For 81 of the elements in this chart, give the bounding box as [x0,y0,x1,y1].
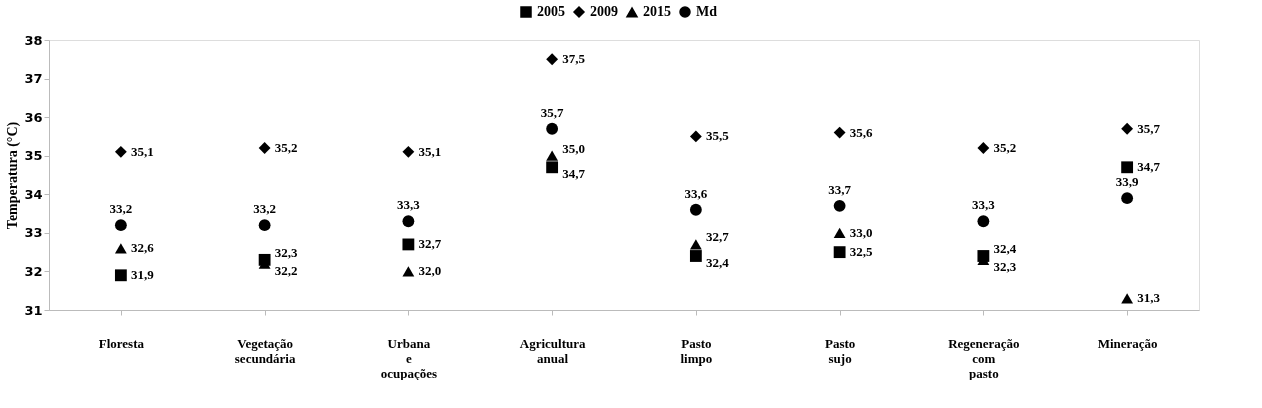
x-tick-label: Vegetação secundária [234,335,296,366]
data-label: 34,7 [562,166,586,182]
point [114,269,127,282]
point [546,122,559,135]
x-tick-label: Mineração [1097,335,1158,351]
y-tick-label: 32 [24,263,43,279]
y-tick-label: 33 [24,225,43,241]
data-label: 33,3 [972,197,996,213]
data-label: 31,3 [1137,290,1161,306]
data-label: 32,7 [705,229,730,245]
data-label: 35,1 [418,143,442,159]
point [833,246,846,259]
point [546,150,559,161]
x-tick-label: Agricultura anual [519,335,586,366]
point [546,53,559,66]
x-tick-label: Urbana e ocupações [380,335,438,381]
data-label: 32,4 [705,255,730,270]
data-label: 32,3 [274,244,298,260]
point [833,199,846,212]
data-label: 34,7 [1137,159,1161,175]
data-label: 32,4 [993,241,1017,256]
point [402,145,415,158]
data-label: 32,7 [418,236,442,252]
point [258,219,271,232]
point [1121,192,1134,205]
x-tick-label: Pasto sujo [824,335,856,366]
legend-label: 2005 [537,4,565,19]
data-label: 35,0 [562,140,585,156]
data-label: 35,5 [705,128,730,144]
data-label: 33,3 [397,197,421,213]
y-tick-label: 37 [24,71,43,87]
point [1121,122,1134,135]
y-axis-title: Temperatura (°C) [5,121,22,230]
point [402,266,415,277]
point [402,238,415,251]
data-label: 35,2 [274,140,298,155]
data-label: 33,2 [109,201,133,217]
data-label: 33,0 [849,224,873,240]
data-label: 35,7 [1137,120,1161,136]
point [689,250,702,262]
data-label: 32,6 [130,240,155,256]
data-label: 32,0 [418,263,442,279]
point [689,239,702,250]
x-tick-label: Pasto limpo [680,335,713,366]
x-tick-label: Regeneração com pasto [948,335,1020,381]
data-label: 35,6 [849,124,873,140]
point [1121,293,1134,304]
point [258,142,271,154]
point [833,126,846,139]
data-label: 33,2 [253,201,276,217]
point [114,219,127,232]
data-label: 31,9 [130,267,155,283]
data-label: 32,2 [274,262,298,278]
point [689,203,702,216]
point [977,142,990,154]
point [689,130,702,143]
data-label: 35,7 [540,104,564,120]
data-label: 35,1 [130,143,154,159]
data-label: 33,9 [1115,174,1139,190]
data-label: 32,5 [849,244,873,260]
data-label: 35,2 [993,140,1017,155]
point [546,161,559,174]
y-tick-label: 35 [24,148,43,164]
data-label: 32,3 [993,258,1017,274]
point [977,215,990,228]
y-tick-label: 36 [24,109,43,125]
point [402,215,415,228]
y-tick-label: 31 [24,302,43,318]
x-tick-label: Floresta [98,335,145,351]
data-label: 33,7 [828,181,852,197]
legend-label: 2015 [643,4,671,20]
y-tick-label: 38 [24,32,43,48]
point [114,243,127,254]
point [1121,161,1134,174]
y-tick-label: 34 [24,186,43,202]
data-label: 33,6 [684,185,708,201]
data-label: 37,5 [562,51,586,67]
point [833,227,846,238]
legend-label: Md [696,4,718,19]
point [114,145,127,158]
legend-label: 2009 [590,4,618,19]
